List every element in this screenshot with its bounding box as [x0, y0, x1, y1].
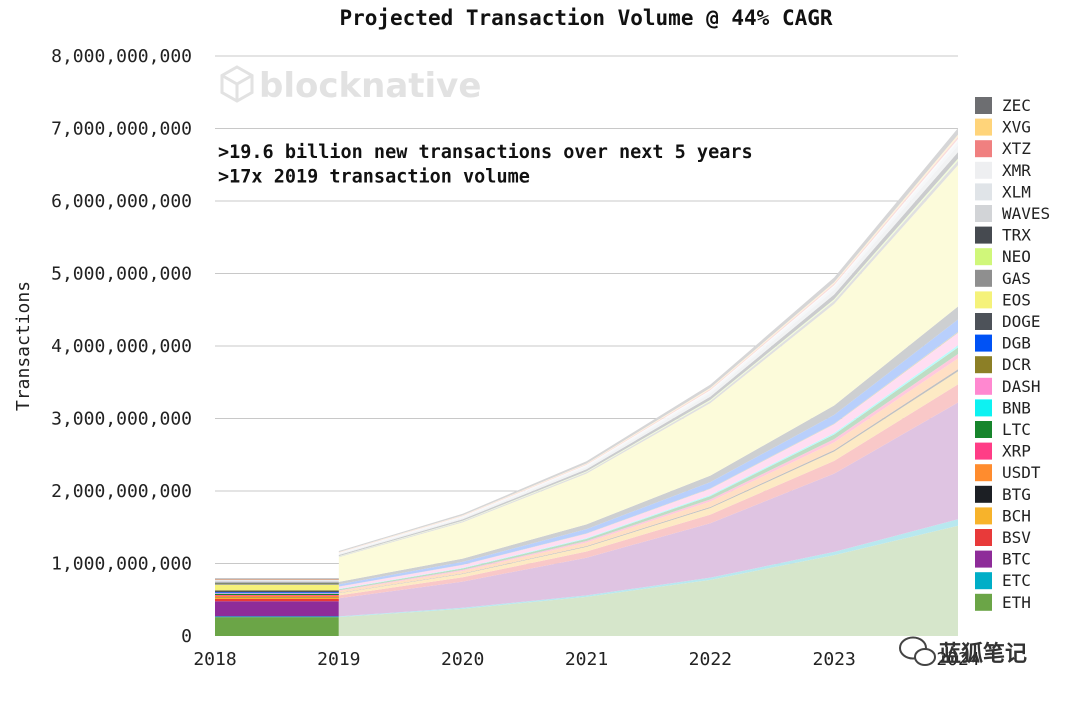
legend-swatch: [975, 97, 992, 114]
legend-swatch: [975, 162, 992, 179]
area-xlm-actual: [215, 580, 339, 581]
legend-label: XTZ: [1002, 139, 1031, 158]
legend-label: XLM: [1002, 182, 1031, 201]
legend-label: BTC: [1002, 550, 1031, 569]
legend-label: XRP: [1002, 442, 1031, 461]
legend-swatch: [975, 551, 992, 568]
legend-swatch: [975, 205, 992, 222]
area-bch-actual: [215, 598, 339, 599]
legend-label: XVG: [1002, 118, 1031, 137]
legend-label: BNB: [1002, 398, 1031, 417]
legend-label: BTG: [1002, 485, 1031, 504]
y-tick-label: 7,000,000,000: [51, 119, 192, 140]
area-trx-actual: [215, 583, 339, 584]
area-eth-actual: [215, 617, 339, 636]
area-usdt-actual: [215, 596, 339, 597]
y-tick-label: 3,000,000,000: [51, 409, 192, 430]
area-dgb-actual: [215, 592, 339, 593]
legend-swatch: [975, 421, 992, 438]
x-tick-label: 2022: [689, 649, 732, 670]
legend-label: BCH: [1002, 506, 1031, 525]
area-eos-actual: [215, 585, 339, 591]
area-xrp-actual: [215, 595, 339, 596]
y-tick-label: 8,000,000,000: [51, 46, 192, 67]
x-tick-label: 2019: [317, 649, 360, 670]
legend-label: EOS: [1002, 290, 1031, 309]
area-etc-actual: [215, 616, 339, 617]
legend-swatch: [975, 119, 992, 136]
area-ltc-actual: [215, 594, 339, 595]
x-tick-label: 2023: [812, 649, 855, 670]
y-tick-label: 2,000,000,000: [51, 481, 192, 502]
area-waves-actual: [215, 581, 339, 582]
legend-label: ETC: [1002, 571, 1031, 590]
blocknative-watermark-text: blocknative: [259, 66, 481, 106]
legend-swatch: [975, 183, 992, 200]
legend-swatch: [975, 529, 992, 546]
legend-label: ETH: [1002, 593, 1031, 612]
x-tick-label: 2020: [441, 649, 484, 670]
legend-label: GAS: [1002, 269, 1031, 288]
legend: ZEC XVG XTZ XMR XLM WAVES TRX NEO GAS EOS DOGE DGB D…: [975, 96, 1050, 612]
y-tick-label: 6,000,000,000: [51, 191, 192, 212]
area-dash-actual: [215, 593, 339, 594]
legend-label: DCR: [1002, 355, 1031, 374]
blocknative-logo-icon: [222, 67, 252, 101]
legend-swatch: [975, 140, 992, 157]
annotation-text: >17x 2019 transaction volume: [218, 167, 530, 188]
legend-swatch: [975, 356, 992, 373]
y-tick-label: 5,000,000,000: [51, 264, 192, 285]
area-bsv-actual: [215, 599, 339, 601]
legend-swatch: [975, 464, 992, 481]
legend-swatch: [975, 399, 992, 416]
legend-label: DOGE: [1002, 312, 1041, 331]
area-gas-actual: [215, 584, 339, 585]
legend-swatch: [975, 313, 992, 330]
legend-swatch: [975, 572, 992, 589]
annotation-text: >19.6 billion new transactions over next…: [218, 142, 753, 163]
y-tick-label: 1,000,000,000: [51, 554, 192, 575]
legend-swatch: [975, 335, 992, 352]
area-zec-actual: [215, 579, 339, 580]
x-tick-label: 2021: [565, 649, 608, 670]
legend-label: DGB: [1002, 334, 1031, 353]
chart-title: Projected Transaction Volume @ 44% CAGR: [339, 6, 832, 30]
legend-swatch: [975, 594, 992, 611]
legend-swatch: [975, 227, 992, 244]
wechat-watermark-text: 蓝狐笔记: [939, 641, 1027, 667]
legend-swatch: [975, 486, 992, 503]
legend-label: BSV: [1002, 528, 1031, 547]
y-tick-label: 4,000,000,000: [51, 336, 192, 357]
y-axis-label: Transactions: [13, 281, 34, 411]
legend-label: USDT: [1002, 463, 1041, 482]
legend-label: TRX: [1002, 226, 1031, 245]
wechat-watermark: 蓝狐笔记: [900, 638, 1027, 668]
legend-label: ZEC: [1002, 96, 1031, 115]
legend-swatch: [975, 443, 992, 460]
legend-swatch: [975, 507, 992, 524]
y-tick-label: 0: [181, 626, 192, 647]
x-tick-label: 2018: [193, 649, 236, 670]
legend-label: WAVES: [1002, 204, 1050, 223]
legend-swatch: [975, 291, 992, 308]
legend-label: LTC: [1002, 420, 1031, 439]
stacked-areas: [215, 128, 958, 636]
blocknative-watermark: blocknative: [222, 66, 481, 106]
legend-swatch: [975, 248, 992, 265]
legend-swatch: [975, 270, 992, 287]
y-axis-ticks: 0 1,000,000,000 2,000,000,000 3,000,000,000…: [51, 46, 192, 647]
area-doge-actual: [215, 591, 339, 592]
legend-swatch: [975, 378, 992, 395]
annotations: >19.6 billion new transactions over next…: [218, 142, 753, 188]
area-btc-actual: [215, 601, 339, 616]
legend-label: DASH: [1002, 377, 1041, 396]
legend-label: NEO: [1002, 247, 1031, 266]
wechat-icon: [900, 638, 935, 666]
legend-label: XMR: [1002, 161, 1031, 180]
